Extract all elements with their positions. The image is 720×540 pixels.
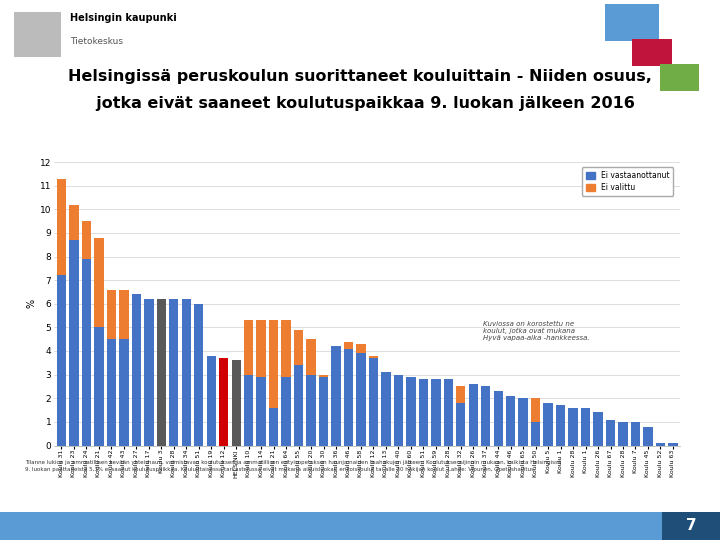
Bar bbox=[57, 275, 66, 445]
Bar bbox=[94, 327, 104, 446]
Bar bbox=[356, 353, 366, 446]
Bar bbox=[194, 303, 204, 446]
Bar bbox=[568, 408, 577, 445]
Bar bbox=[269, 408, 279, 445]
Bar bbox=[518, 399, 528, 445]
Bar bbox=[94, 238, 104, 327]
Bar bbox=[656, 443, 665, 446]
Bar bbox=[581, 408, 590, 445]
Bar bbox=[132, 294, 141, 446]
Text: 7: 7 bbox=[686, 518, 696, 534]
Bar bbox=[256, 320, 266, 377]
Text: Helsingin kaupunki: Helsingin kaupunki bbox=[70, 12, 176, 23]
Bar bbox=[631, 422, 640, 446]
Bar bbox=[618, 422, 628, 446]
Bar bbox=[593, 413, 603, 446]
Bar bbox=[107, 339, 116, 446]
Bar bbox=[307, 339, 316, 375]
Bar bbox=[69, 205, 78, 240]
Bar bbox=[282, 320, 291, 377]
Bar bbox=[331, 346, 341, 445]
Bar bbox=[157, 299, 166, 446]
Bar bbox=[456, 403, 465, 445]
Bar bbox=[244, 375, 253, 446]
Bar bbox=[493, 391, 503, 446]
Bar bbox=[256, 377, 266, 445]
Bar bbox=[344, 349, 354, 446]
Text: Tietokeskus: Tietokeskus bbox=[70, 37, 123, 46]
Bar bbox=[69, 240, 78, 446]
Bar bbox=[307, 375, 316, 446]
Bar bbox=[668, 443, 678, 446]
Bar bbox=[144, 299, 153, 446]
Bar bbox=[643, 427, 652, 446]
Legend: Ei vastaanottanut, Ei valittu: Ei vastaanottanut, Ei valittu bbox=[582, 167, 673, 196]
Bar bbox=[207, 356, 216, 446]
Bar bbox=[319, 377, 328, 445]
Text: Tilanne lukion ja ammatillisen kevään yhteishaun, valmistavan koulutuksen ja amm: Tilanne lukion ja ammatillisen kevään yh… bbox=[25, 460, 562, 471]
Bar bbox=[181, 299, 191, 446]
Bar bbox=[232, 361, 241, 446]
Bar bbox=[169, 299, 179, 446]
Bar bbox=[418, 379, 428, 446]
Bar bbox=[369, 358, 378, 446]
Text: Helsingissä peruskoulun suorittaneet kouluittain - Niiden osuus,: Helsingissä peruskoulun suorittaneet kou… bbox=[68, 69, 652, 84]
Text: Kuviossa on korostettu ne
koulut, jotka ovat mukana
Hyvä vapaa-aika -hankkeessa.: Kuviossa on korostettu ne koulut, jotka … bbox=[483, 321, 590, 341]
Bar bbox=[369, 356, 378, 358]
Bar bbox=[394, 375, 403, 446]
Bar bbox=[82, 259, 91, 445]
Bar bbox=[469, 384, 478, 446]
Y-axis label: %: % bbox=[27, 299, 37, 308]
Bar bbox=[294, 365, 303, 446]
Bar bbox=[444, 379, 453, 446]
Bar bbox=[107, 289, 116, 339]
Bar bbox=[556, 406, 565, 446]
Bar bbox=[120, 339, 129, 446]
Bar bbox=[381, 372, 390, 445]
Bar bbox=[319, 375, 328, 377]
Bar bbox=[544, 403, 553, 445]
Bar bbox=[57, 179, 66, 275]
Bar bbox=[356, 344, 366, 353]
Bar bbox=[282, 377, 291, 445]
Bar bbox=[606, 420, 615, 446]
Text: jotka eivät saaneet koulutuspaikkaa 9. luokan jälkeen 2016: jotka eivät saaneet koulutuspaikkaa 9. l… bbox=[85, 96, 635, 111]
Bar bbox=[406, 377, 415, 445]
Bar bbox=[481, 387, 490, 446]
Bar bbox=[219, 358, 228, 446]
Bar bbox=[456, 387, 465, 403]
Bar bbox=[344, 341, 354, 349]
Bar bbox=[269, 320, 279, 408]
Bar bbox=[244, 320, 253, 375]
Bar bbox=[120, 289, 129, 339]
Bar bbox=[82, 221, 91, 259]
Bar bbox=[431, 379, 441, 446]
Bar bbox=[531, 422, 540, 446]
Bar bbox=[506, 396, 516, 446]
Bar bbox=[294, 330, 303, 365]
Bar bbox=[531, 399, 540, 422]
